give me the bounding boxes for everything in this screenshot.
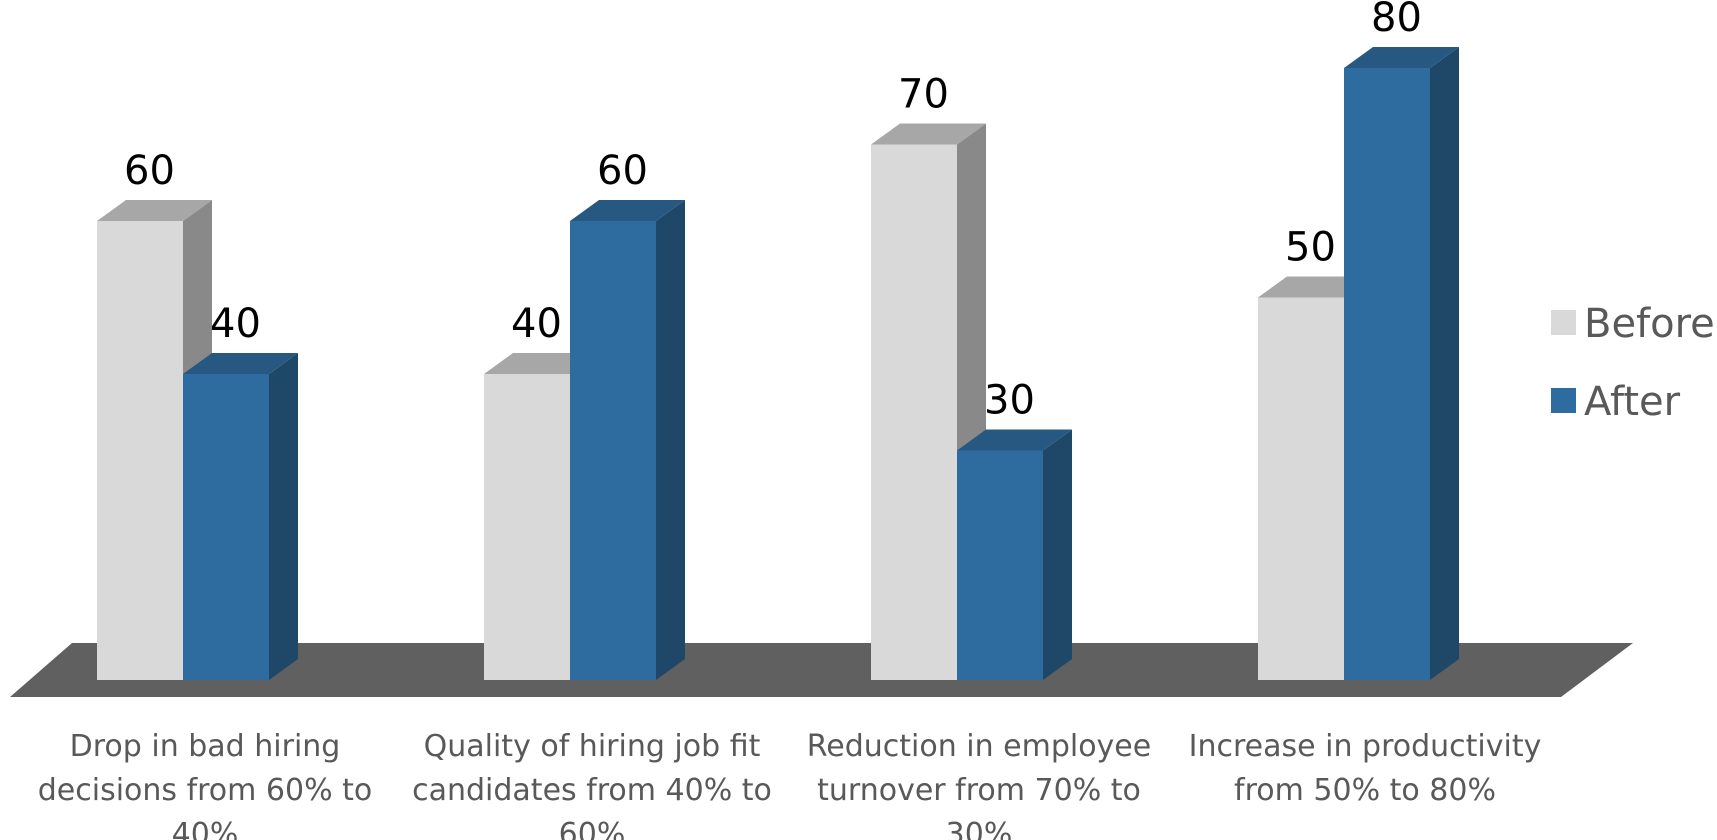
- legend-label: Before: [1584, 301, 1715, 347]
- bar-side: [1043, 429, 1072, 680]
- legend-swatch: [1551, 388, 1576, 413]
- chart-floor: [10, 643, 1633, 697]
- bar-front: [1344, 68, 1430, 680]
- category-label: Increase in productivity from 50% to 80%: [1189, 729, 1542, 808]
- bar-after-1: [183, 353, 298, 680]
- bar-after-4: [1344, 47, 1459, 680]
- data-label: 60: [597, 148, 648, 194]
- bar-top: [570, 200, 685, 221]
- bar-front: [183, 374, 269, 680]
- category-label: Quality of hiring job fit candidates from…: [412, 729, 772, 840]
- bar-front: [484, 374, 570, 680]
- data-label: 60: [124, 148, 175, 194]
- data-label: 70: [898, 72, 949, 118]
- legend-label: After: [1584, 379, 1681, 425]
- bar-after-2: [570, 200, 685, 680]
- data-label: 50: [1285, 225, 1336, 271]
- data-label: 30: [984, 378, 1035, 424]
- legend-item-before: Before: [1551, 301, 1715, 347]
- bar-top: [97, 200, 212, 221]
- bar-side: [1430, 47, 1459, 680]
- bar-top: [183, 353, 298, 374]
- bar-side: [656, 200, 685, 680]
- category-label: Reduction in employee turnover from 70% t…: [807, 729, 1151, 840]
- bar-top: [1344, 47, 1459, 68]
- legend-item-after: After: [1551, 379, 1681, 425]
- bar-top: [871, 123, 986, 145]
- bar-after-3: [957, 429, 1072, 680]
- bar-front: [957, 450, 1043, 680]
- bar-front: [871, 144, 957, 680]
- category-label: Drop in bad hiring decisions from 60% to 4…: [38, 729, 373, 840]
- bar-front: [1258, 297, 1344, 680]
- bar-front: [570, 221, 656, 680]
- bar-top: [957, 429, 1072, 451]
- data-label: 40: [210, 301, 261, 347]
- data-label: 40: [511, 301, 562, 347]
- bar-front: [97, 221, 183, 680]
- legend-swatch: [1551, 310, 1576, 335]
- bar-side: [269, 353, 298, 680]
- data-label: 80: [1371, 0, 1422, 41]
